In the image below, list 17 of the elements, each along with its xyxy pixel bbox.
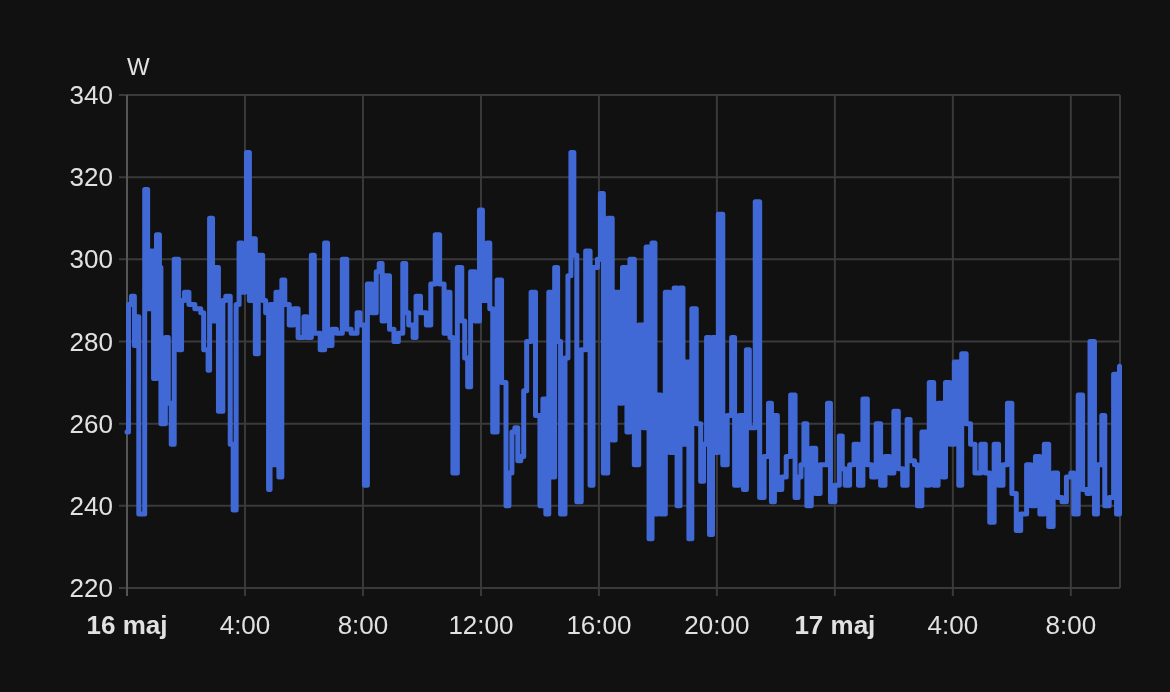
- x-tick-label: 16:00: [566, 610, 632, 640]
- x-tick-label: 17 maj: [794, 610, 876, 640]
- x-tick-label: 4:00: [927, 610, 979, 640]
- y-axis-title: W: [127, 53, 150, 80]
- y-tick-label: 260: [69, 408, 113, 439]
- y-tick-label: 240: [69, 490, 113, 521]
- x-tick-label: 16 maj: [86, 610, 168, 640]
- x-tick-label: 8:00: [337, 610, 389, 640]
- y-tick-label: 320: [69, 162, 113, 193]
- y-tick-label: 220: [69, 573, 113, 604]
- y-tick-label: 300: [69, 244, 113, 275]
- x-tick-label: 20:00: [684, 610, 750, 640]
- x-tick-label: 12:00: [448, 610, 514, 640]
- x-tick-label: 8:00: [1045, 610, 1097, 640]
- y-tick-label: 280: [69, 326, 113, 357]
- y-tick-label: 340: [69, 80, 113, 111]
- x-tick-label: 4:00: [219, 610, 271, 640]
